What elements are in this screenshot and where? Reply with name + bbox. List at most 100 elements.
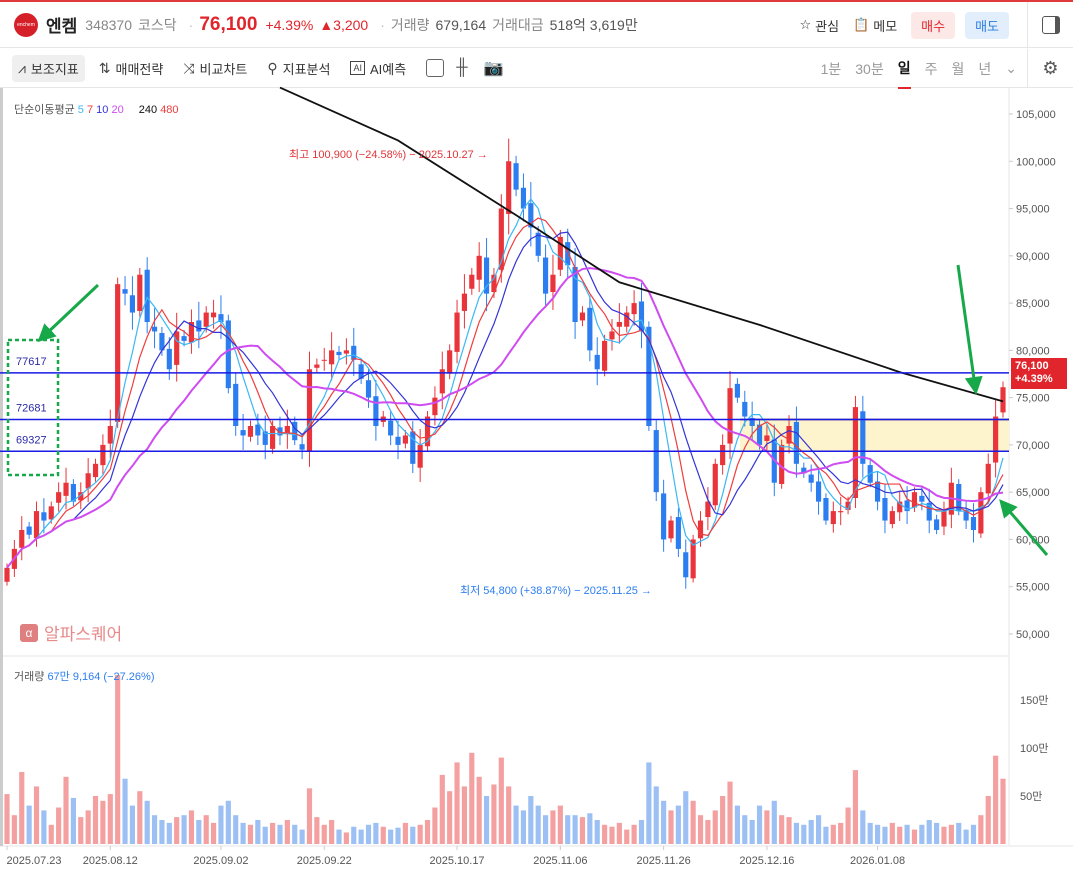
candle-up bbox=[491, 274, 497, 293]
volume-bar bbox=[240, 822, 246, 844]
volume-bar bbox=[638, 820, 645, 844]
volume-bar bbox=[557, 805, 563, 844]
volume-bar bbox=[284, 820, 290, 844]
volume-bar bbox=[159, 820, 165, 844]
stock-code: 348370 bbox=[85, 16, 132, 33]
candle-down bbox=[129, 295, 136, 313]
square-tool-icon[interactable] bbox=[426, 59, 445, 77]
date-tick-label: 2025.08.12 bbox=[83, 855, 138, 867]
candle-up bbox=[1000, 387, 1006, 413]
ai-chip-icon: AI bbox=[350, 61, 365, 75]
volume-legend: 거래량 67만 9,164 (−27.26%) bbox=[14, 671, 155, 683]
candle-up bbox=[92, 463, 99, 478]
chevron-down-icon[interactable]: ⌄ bbox=[1005, 60, 1017, 76]
candle-up bbox=[115, 284, 121, 422]
period-30min[interactable]: 30분 bbox=[855, 60, 884, 77]
stock-name: 엔켐 bbox=[46, 17, 78, 36]
period-week[interactable]: 주 bbox=[924, 60, 938, 77]
volume-bar bbox=[956, 822, 962, 844]
candle-up bbox=[764, 435, 770, 441]
candle-up bbox=[137, 274, 143, 311]
volume-bar bbox=[255, 820, 261, 844]
candle-up bbox=[314, 364, 320, 368]
volume-bar bbox=[661, 800, 667, 844]
volume-bar bbox=[166, 822, 172, 844]
highlight-box bbox=[6, 338, 60, 477]
candle-down bbox=[513, 163, 519, 190]
volume-bar bbox=[115, 675, 121, 844]
candle-up bbox=[786, 426, 792, 444]
candle-up bbox=[557, 236, 563, 270]
candlestick-icon[interactable]: ╫ bbox=[456, 59, 468, 76]
candle-up bbox=[188, 322, 195, 343]
ma7-line bbox=[6, 217, 1004, 569]
candle-down bbox=[373, 396, 379, 426]
volume-bar bbox=[454, 762, 460, 844]
current-price-tag: 76,100 +4.39% bbox=[1011, 358, 1067, 389]
volume-bar bbox=[970, 824, 977, 844]
volume-bar bbox=[483, 796, 490, 844]
memo-button[interactable]: 📋 메모 bbox=[853, 17, 898, 34]
star-icon: ☆ bbox=[799, 17, 812, 32]
gear-icon: ⚙ bbox=[1042, 58, 1059, 78]
volume-bar bbox=[874, 824, 881, 844]
volume-bar bbox=[233, 815, 239, 844]
current-price: 76,100 bbox=[199, 13, 258, 35]
watch-button[interactable]: ☆ 관심 bbox=[799, 17, 840, 34]
price-tick-label: 70,000 bbox=[1016, 440, 1050, 452]
volume-bar bbox=[461, 786, 468, 844]
panel-toggle-button[interactable] bbox=[1027, 2, 1073, 48]
volume-bar bbox=[675, 805, 681, 844]
analysis-button[interactable]: ⚲ 지표분석 bbox=[267, 59, 331, 77]
candle-down bbox=[653, 430, 659, 493]
candle-down bbox=[742, 401, 748, 417]
trade-value: 518억 3,619만 bbox=[549, 16, 638, 33]
candle-up bbox=[33, 511, 40, 539]
volume-bar bbox=[174, 817, 180, 844]
candle-down bbox=[144, 269, 150, 322]
volume-bar bbox=[4, 794, 10, 844]
candle-up bbox=[498, 208, 504, 270]
settings-button[interactable]: ⚙ bbox=[1027, 49, 1073, 88]
candle-up bbox=[550, 274, 556, 293]
indicator-button[interactable]: ⩘ 보조지표 bbox=[12, 54, 85, 82]
volume-bar bbox=[542, 815, 549, 844]
period-1min[interactable]: 1분 bbox=[820, 60, 842, 77]
candle-down bbox=[528, 203, 534, 228]
ai-predict-button[interactable]: AI AI예측 bbox=[344, 55, 412, 82]
compare-button[interactable]: ⤨ 비교차트 bbox=[183, 59, 248, 77]
period-month[interactable]: 월 bbox=[951, 60, 965, 77]
volume-bar bbox=[978, 815, 984, 844]
volume-bar bbox=[771, 800, 777, 844]
green-arrow-icon bbox=[37, 283, 100, 343]
candle-down bbox=[756, 424, 763, 445]
candle-up bbox=[830, 511, 836, 525]
volume-bar bbox=[122, 778, 128, 844]
volume-bar bbox=[247, 824, 254, 844]
candle-up bbox=[852, 407, 859, 499]
period-day[interactable]: 일 bbox=[897, 48, 911, 89]
volume-bar bbox=[299, 829, 305, 844]
candle-up bbox=[56, 492, 62, 503]
stock-header: enchem 엔켐 348370 코스닥 · 76,100 +4.39% ▲3,… bbox=[0, 2, 1073, 48]
candle-down bbox=[734, 383, 740, 398]
buy-button[interactable]: 매수 bbox=[911, 11, 956, 39]
candle-down bbox=[292, 421, 298, 441]
camera-icon[interactable]: 📷 bbox=[483, 60, 504, 77]
candle-down bbox=[683, 552, 689, 578]
strategy-button[interactable]: ⇅ 매매전략 bbox=[98, 59, 164, 77]
price-tick-label: 100,000 bbox=[1016, 156, 1056, 168]
price-tick-label: 85,000 bbox=[1016, 298, 1050, 310]
sell-button[interactable]: 매도 bbox=[965, 11, 1009, 39]
change-abs: ▲3,200 bbox=[319, 16, 369, 33]
volume-bar bbox=[203, 815, 209, 844]
candle-down bbox=[122, 289, 128, 294]
price-tick-label: 55,000 bbox=[1016, 582, 1050, 594]
candle-down bbox=[336, 351, 342, 356]
volume-bar bbox=[749, 820, 755, 844]
period-year[interactable]: 년 bbox=[978, 60, 992, 77]
candle-up bbox=[439, 369, 445, 394]
candle-down bbox=[970, 517, 977, 530]
candle-up bbox=[845, 501, 851, 510]
